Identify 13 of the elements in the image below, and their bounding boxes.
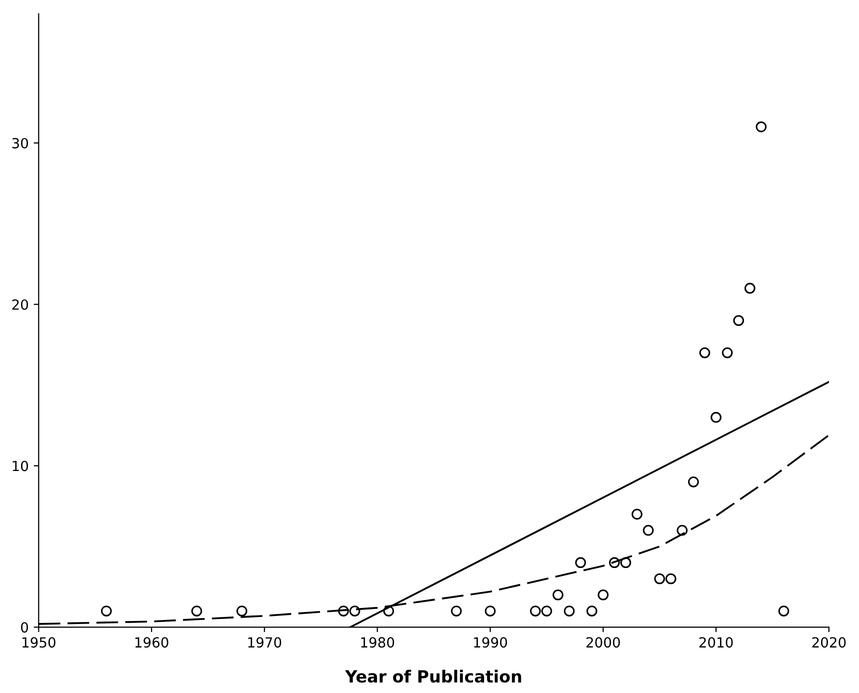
x-tick-label: 1950 — [22, 637, 56, 648]
x-tick-label: 2000 — [586, 637, 620, 648]
x-tick-label: 2010 — [699, 637, 733, 648]
x-tick-label: 2020 — [812, 637, 846, 648]
x-tick-label: 1990 — [474, 637, 507, 648]
x-tick-label: 1980 — [361, 637, 394, 648]
y-tick-label: 20 — [12, 299, 28, 310]
x-tick-label: 1970 — [248, 637, 282, 648]
x-axis-title: Year of Publication — [345, 670, 522, 683]
y-tick-label: 10 — [12, 460, 28, 472]
x-tick-label: 1960 — [135, 637, 168, 648]
y-tick-label: 0 — [21, 622, 28, 633]
y-tick-label: 30 — [12, 138, 28, 148]
